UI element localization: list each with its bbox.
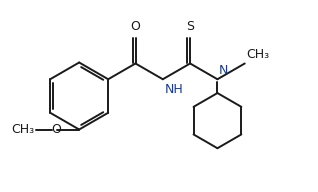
Text: N: N bbox=[218, 64, 228, 77]
Text: CH₃: CH₃ bbox=[12, 123, 35, 136]
Text: O: O bbox=[131, 20, 141, 33]
Text: S: S bbox=[186, 20, 194, 33]
Text: CH₃: CH₃ bbox=[247, 48, 270, 60]
Text: NH: NH bbox=[165, 83, 183, 96]
Text: O: O bbox=[52, 123, 61, 136]
